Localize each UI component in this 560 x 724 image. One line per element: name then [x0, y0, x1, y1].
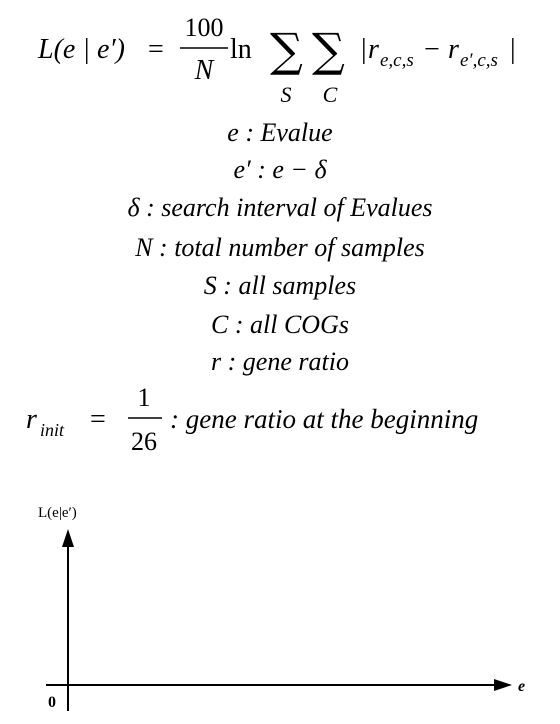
equation-fraction-numerator: 100 — [185, 13, 224, 42]
r-init-equation: r init = 1 26 : gene ratio at the beginn… — [26, 383, 478, 455]
definition-c: C : all COGs — [211, 310, 349, 339]
sum-sign-1: ∑ — [270, 23, 303, 77]
y-axis-label: L(e|e′) — [38, 505, 77, 521]
x-axis-label: e — [518, 678, 525, 695]
definition-s: S : all samples — [203, 271, 357, 300]
sum-2-subscript: C — [323, 82, 338, 107]
r-term-2-subscript: e′,c,s — [460, 50, 498, 71]
definition-n: N : total number of samples — [135, 233, 425, 262]
definition-delta: δ : search interval of Evalues — [127, 193, 433, 222]
definition-e-prime: e′ : e − δ — [233, 155, 327, 184]
r-init-subscript: init — [40, 420, 65, 440]
r-term-1-subscript: e,c,s — [380, 50, 414, 71]
origin-label: 0 — [48, 694, 56, 711]
abs-bar-close: | — [510, 34, 516, 65]
r-term-1: r — [368, 34, 379, 65]
definition-r: r : gene ratio — [211, 347, 349, 376]
equation-lhs: L(e | e′) — [37, 34, 125, 65]
equation-equals: = — [148, 34, 164, 65]
sum-sign-2: ∑ — [312, 23, 345, 77]
sum-1-subscript: S — [281, 82, 292, 107]
r-init-equals: = — [90, 404, 106, 435]
definition-e: e : Evalue — [227, 118, 333, 147]
y-axis-arrowhead — [62, 529, 74, 547]
axes-diagram: L(e|e′) e 0 — [38, 505, 525, 711]
equation-ln: ln — [230, 34, 252, 65]
r-term-2: r — [448, 34, 459, 65]
equation-fraction-denominator: N — [194, 55, 215, 86]
x-axis-arrowhead — [494, 679, 512, 691]
abs-bar-open: | — [361, 34, 367, 65]
r-init-symbol: r — [26, 404, 37, 435]
r-init-denominator: 26 — [131, 427, 157, 455]
main-equation: L(e | e′) = 100 N ln ∑ S ∑ C | r e,c,s −… — [37, 13, 516, 107]
r-init-numerator: 1 — [138, 383, 151, 412]
minus-sign: − — [424, 34, 440, 65]
r-init-description: : gene ratio at the beginning — [170, 404, 478, 434]
